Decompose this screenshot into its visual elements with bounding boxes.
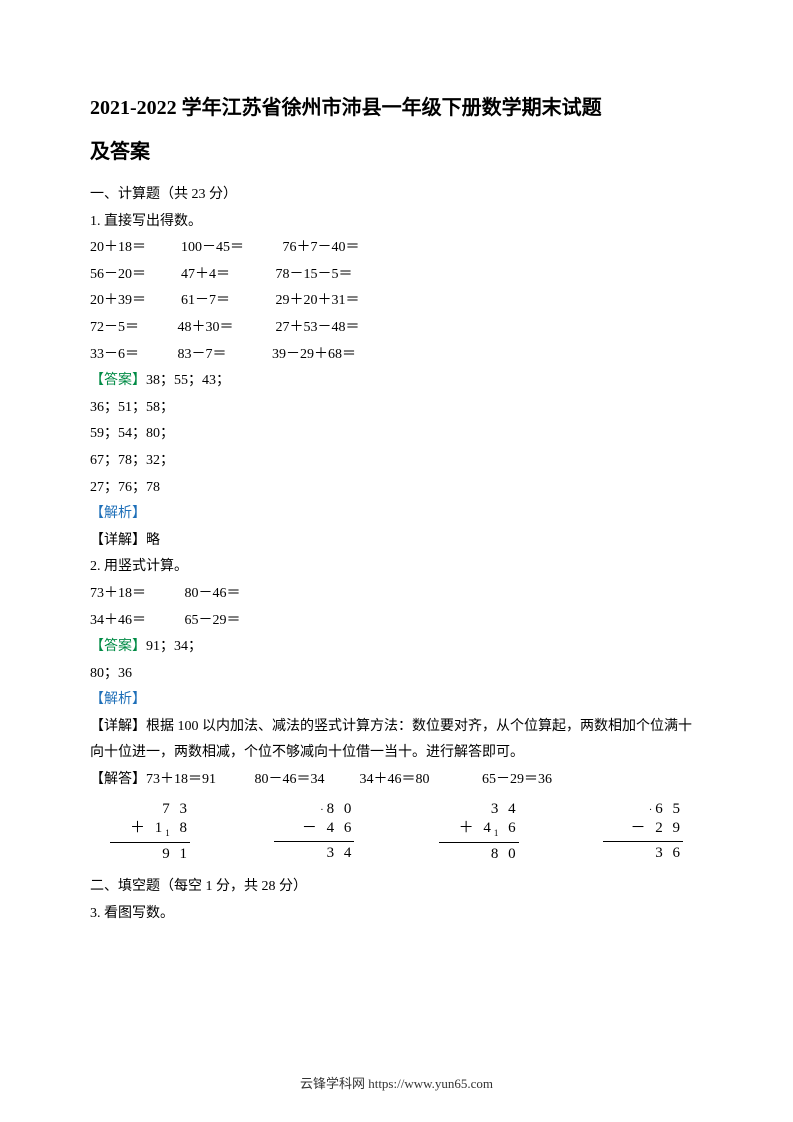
q1-detail: 【详解】略 — [90, 528, 703, 555]
q1-row: 33－6＝ 83－7＝ 39－29＋68＝ — [90, 342, 703, 369]
q2-answer1: 91；34； — [146, 639, 202, 654]
q1-answer-line: 【答案】38；55；43； — [90, 368, 703, 395]
q2-label: 2. 用竖式计算。 — [90, 554, 703, 581]
page-title-line2: 及答案 — [90, 134, 703, 170]
q1-answer-row: 36；51；58； — [90, 395, 703, 422]
answer-label: 【答案】 — [90, 639, 146, 654]
vcalc-row: － 4 6 — [274, 819, 354, 839]
q1-row: 56－20＝ 47＋4＝ 78－15－5＝ — [90, 262, 703, 289]
vcalc-line — [274, 841, 354, 842]
vcalc-row: ＋ 41 6 — [439, 819, 519, 840]
section1-header: 一、计算题（共 23 分） — [90, 182, 703, 209]
q2-row: 34＋46＝ 65－29＝ — [90, 608, 703, 635]
vcalc-row: 8 0 — [439, 845, 519, 865]
vcalc-row: ＋ 11 8 — [110, 819, 190, 840]
q2-solve: 【解答】73＋18＝91 80－46＝34 34＋46＝80 65－29＝36 — [90, 767, 703, 794]
q1-answer-row: 67；78；32； — [90, 448, 703, 475]
vertical-calc-container: 7 3 ＋ 11 8 9 1 ·8 0 － 4 6 3 4 3 4 ＋ 41 6… — [90, 800, 703, 865]
vertical-calc-3: 3 4 ＋ 41 6 8 0 — [439, 800, 519, 865]
vcalc-row: 3 6 — [603, 844, 683, 864]
vertical-calc-2: ·8 0 － 4 6 3 4 — [274, 800, 354, 865]
analysis-label: 【解析】 — [90, 501, 703, 528]
vcalc-row: 7 3 — [110, 800, 190, 820]
vertical-calc-1: 7 3 ＋ 11 8 9 1 — [110, 800, 190, 865]
q2-answer-line: 【答案】91；34； — [90, 634, 703, 661]
vcalc-row: ·8 0 — [274, 800, 354, 820]
q1-row: 20＋18＝ 100－45＝ 76＋7－40＝ — [90, 235, 703, 262]
q1-label: 1. 直接写出得数。 — [90, 209, 703, 236]
page-title-line1: 2021-2022 学年江苏省徐州市沛县一年级下册数学期末试题 — [90, 90, 703, 126]
vertical-calc-4: ·6 5 － 2 9 3 6 — [603, 800, 683, 865]
vcalc-row: 9 1 — [110, 845, 190, 865]
section2-header: 二、填空题（每空 1 分，共 28 分） — [90, 874, 703, 901]
q1-row: 72－5＝ 48＋30＝ 27＋53－48＝ — [90, 315, 703, 342]
q1-answer-row: 59；54；80； — [90, 421, 703, 448]
q2-row: 73＋18＝ 80－46＝ — [90, 581, 703, 608]
vcalc-line — [603, 841, 683, 842]
footer-text: 云锋学科网 https://www.yun65.com — [0, 1073, 793, 1092]
vcalc-row: ·6 5 — [603, 800, 683, 820]
vcalc-line — [439, 842, 519, 843]
q1-row: 20＋39＝ 61－7＝ 29＋20＋31＝ — [90, 288, 703, 315]
q2-answer2: 80；36 — [90, 661, 703, 688]
answer-label: 【答案】 — [90, 373, 146, 388]
q1-answer1: 38；55；43； — [146, 373, 230, 388]
vcalc-row: － 2 9 — [603, 819, 683, 839]
q2-detail: 【详解】根据 100 以内加法、减法的竖式计算方法：数位要对齐，从个位算起，两数… — [90, 714, 703, 767]
q1-answer-row: 27；76；78 — [90, 475, 703, 502]
analysis-label: 【解析】 — [90, 687, 703, 714]
vcalc-line — [110, 842, 190, 843]
q3-label: 3. 看图写数。 — [90, 901, 703, 928]
vcalc-row: 3 4 — [274, 844, 354, 864]
vcalc-row: 3 4 — [439, 800, 519, 820]
